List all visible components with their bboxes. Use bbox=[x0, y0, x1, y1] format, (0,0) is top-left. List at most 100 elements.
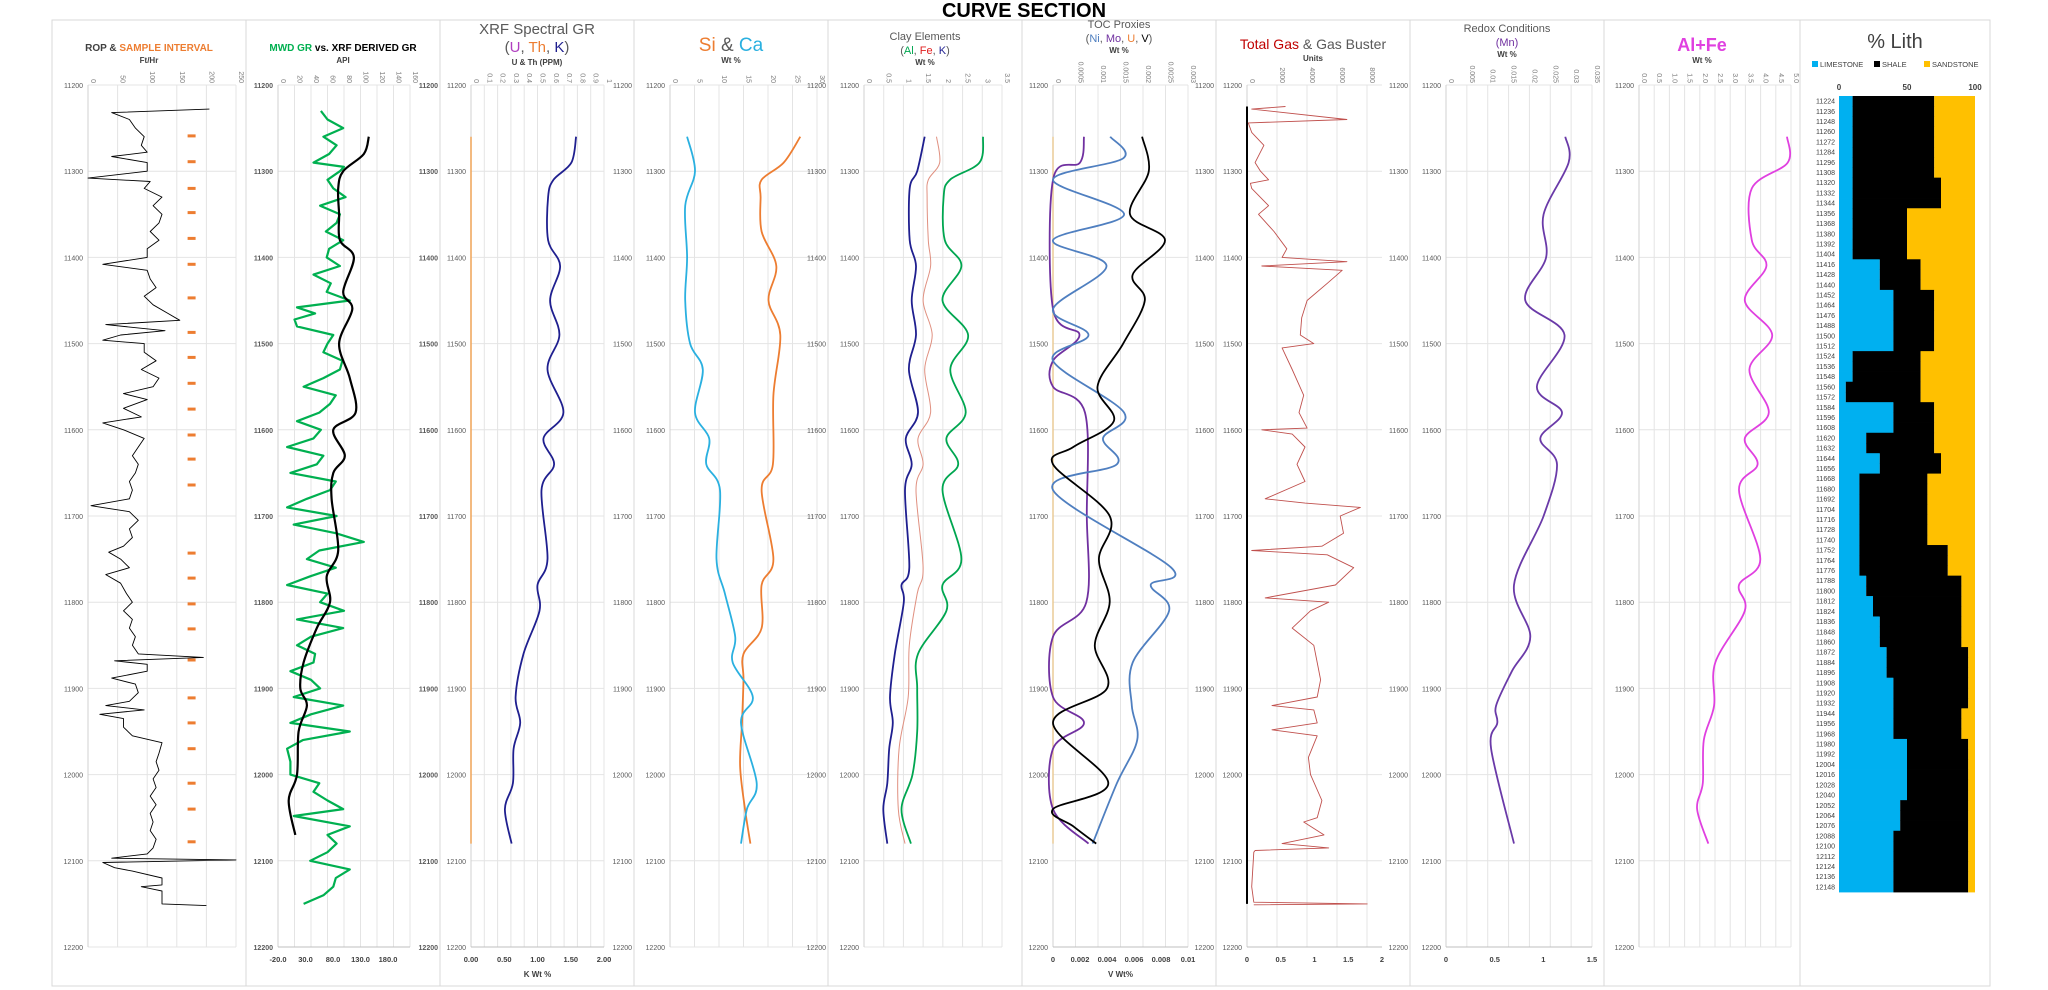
sample-interval-marker bbox=[187, 807, 196, 811]
depth-label: 11500 bbox=[447, 342, 466, 349]
bar-shale bbox=[1866, 575, 1962, 587]
track-subtitle-part: Al bbox=[904, 45, 914, 57]
depth-label: 11400 bbox=[807, 255, 826, 262]
bar-sandstone bbox=[1968, 698, 1975, 709]
bar-sandstone bbox=[1961, 596, 1975, 607]
bar-sandstone bbox=[1934, 320, 1975, 332]
bar-limestone bbox=[1839, 381, 1846, 393]
bar-sandstone bbox=[1934, 106, 1975, 117]
track-title-part: & Gas Buster bbox=[1299, 36, 1386, 52]
x-tick-label: 0.002 bbox=[1144, 65, 1151, 83]
x-tick-label: 50 bbox=[1903, 83, 1912, 92]
track-border bbox=[1409, 19, 1605, 987]
bar-sandstone bbox=[1934, 157, 1975, 168]
row-label: 11344 bbox=[1816, 201, 1835, 208]
series-mwd-gr bbox=[286, 110, 365, 905]
bottom-tick-label: 0 bbox=[1051, 955, 1055, 964]
bar-limestone bbox=[1839, 738, 1907, 750]
bar-limestone bbox=[1839, 167, 1853, 179]
depth-label: 11700 bbox=[807, 514, 826, 521]
depth-label: 11600 bbox=[646, 428, 665, 435]
depth-label: 12100 bbox=[447, 859, 467, 866]
depth-label: 11600 bbox=[1223, 428, 1242, 435]
track-title-part: & bbox=[716, 35, 739, 56]
x-tick-label: 250 bbox=[237, 71, 244, 83]
depth-label: 12100 bbox=[254, 859, 274, 866]
bar-sandstone bbox=[1927, 524, 1975, 536]
depth-label: 12200 bbox=[1422, 945, 1442, 952]
bar-sandstone bbox=[1941, 453, 1975, 464]
track-border bbox=[827, 19, 1023, 987]
x-tick-label: 0 bbox=[865, 79, 872, 83]
depth-label: 11500 bbox=[64, 342, 83, 349]
row-label: 11872 bbox=[1816, 650, 1835, 657]
x-tick-label: 0.003 bbox=[1189, 65, 1196, 83]
bar-shale bbox=[1893, 340, 1935, 352]
track-border bbox=[1215, 19, 1411, 987]
depth-label: 12000 bbox=[1029, 773, 1049, 780]
series-al bbox=[900, 136, 985, 844]
track-title-part: ROP bbox=[85, 43, 107, 54]
bar-limestone bbox=[1839, 810, 1901, 821]
bar-sandstone bbox=[1968, 677, 1975, 689]
depth-label: 12100 bbox=[613, 859, 633, 866]
bar-limestone bbox=[1839, 351, 1853, 362]
bar-sandstone bbox=[1934, 330, 1975, 342]
x-tick-label: 4.0 bbox=[1762, 73, 1769, 83]
bar-shale bbox=[1907, 769, 1969, 781]
sample-interval-marker bbox=[187, 381, 196, 385]
depth-label: 12000 bbox=[1195, 773, 1215, 780]
depth-label: 11200 bbox=[1422, 83, 1441, 90]
sample-interval-marker bbox=[187, 433, 196, 437]
bar-limestone bbox=[1839, 789, 1907, 801]
track-subtitle-part: U bbox=[510, 39, 521, 56]
bottom-tick-label: 1.50 bbox=[563, 955, 578, 964]
sample-interval-marker bbox=[187, 721, 196, 725]
bar-shale bbox=[1893, 402, 1935, 413]
bar-sandstone bbox=[1927, 534, 1975, 546]
bar-shale bbox=[1893, 698, 1969, 709]
sample-interval-marker bbox=[187, 840, 196, 844]
bar-shale bbox=[1852, 187, 1941, 199]
bottom-tick-label: 0.002 bbox=[1071, 955, 1090, 964]
bar-limestone bbox=[1839, 483, 1860, 495]
bar-shale bbox=[1852, 106, 1935, 117]
depth-label: 11300 bbox=[1422, 169, 1441, 176]
row-label: 12016 bbox=[1816, 772, 1836, 779]
bar-shale bbox=[1907, 738, 1969, 750]
bar-limestone bbox=[1839, 238, 1853, 250]
bar-shale bbox=[1893, 677, 1969, 689]
x-tick-label: 0 bbox=[1447, 79, 1454, 83]
depth-label: 11300 bbox=[840, 169, 859, 176]
bar-limestone bbox=[1839, 708, 1894, 719]
depth-label: 11500 bbox=[419, 342, 438, 349]
sample-interval-marker bbox=[187, 627, 196, 631]
bar-shale bbox=[1893, 871, 1969, 883]
row-label: 12136 bbox=[1816, 874, 1836, 881]
bar-sandstone bbox=[1927, 514, 1975, 526]
bar-shale bbox=[1859, 514, 1928, 526]
depth-label: 11500 bbox=[1195, 342, 1214, 349]
track-title-part: Si bbox=[699, 35, 716, 56]
bar-limestone bbox=[1839, 636, 1880, 648]
x-tick-label: 0.0005 bbox=[1077, 62, 1084, 84]
bar-limestone bbox=[1839, 157, 1853, 168]
row-label: 12040 bbox=[1816, 793, 1836, 800]
x-tick-label: 0.01 bbox=[1489, 69, 1496, 83]
depth-label: 11900 bbox=[64, 686, 83, 693]
bar-limestone bbox=[1839, 289, 1894, 301]
track-border bbox=[1799, 19, 1991, 987]
bar-shale bbox=[1866, 585, 1962, 597]
depth-label: 11700 bbox=[447, 514, 466, 521]
bar-shale bbox=[1845, 381, 1921, 393]
bar-shale bbox=[1852, 167, 1935, 179]
track-8: Redox Conditions (Mn)Wt % 0 0.005 0.01 0.015 0… bbox=[1409, 19, 1605, 987]
bar-sandstone bbox=[1947, 545, 1975, 556]
depth-label: 11700 bbox=[613, 514, 632, 521]
depth-label: 11200 bbox=[1223, 83, 1242, 90]
bar-sandstone bbox=[1947, 565, 1975, 577]
x-tick-label: 0.1 bbox=[485, 73, 492, 83]
depth-label: 12000 bbox=[807, 773, 827, 780]
depth-label: 11400 bbox=[1223, 255, 1242, 262]
